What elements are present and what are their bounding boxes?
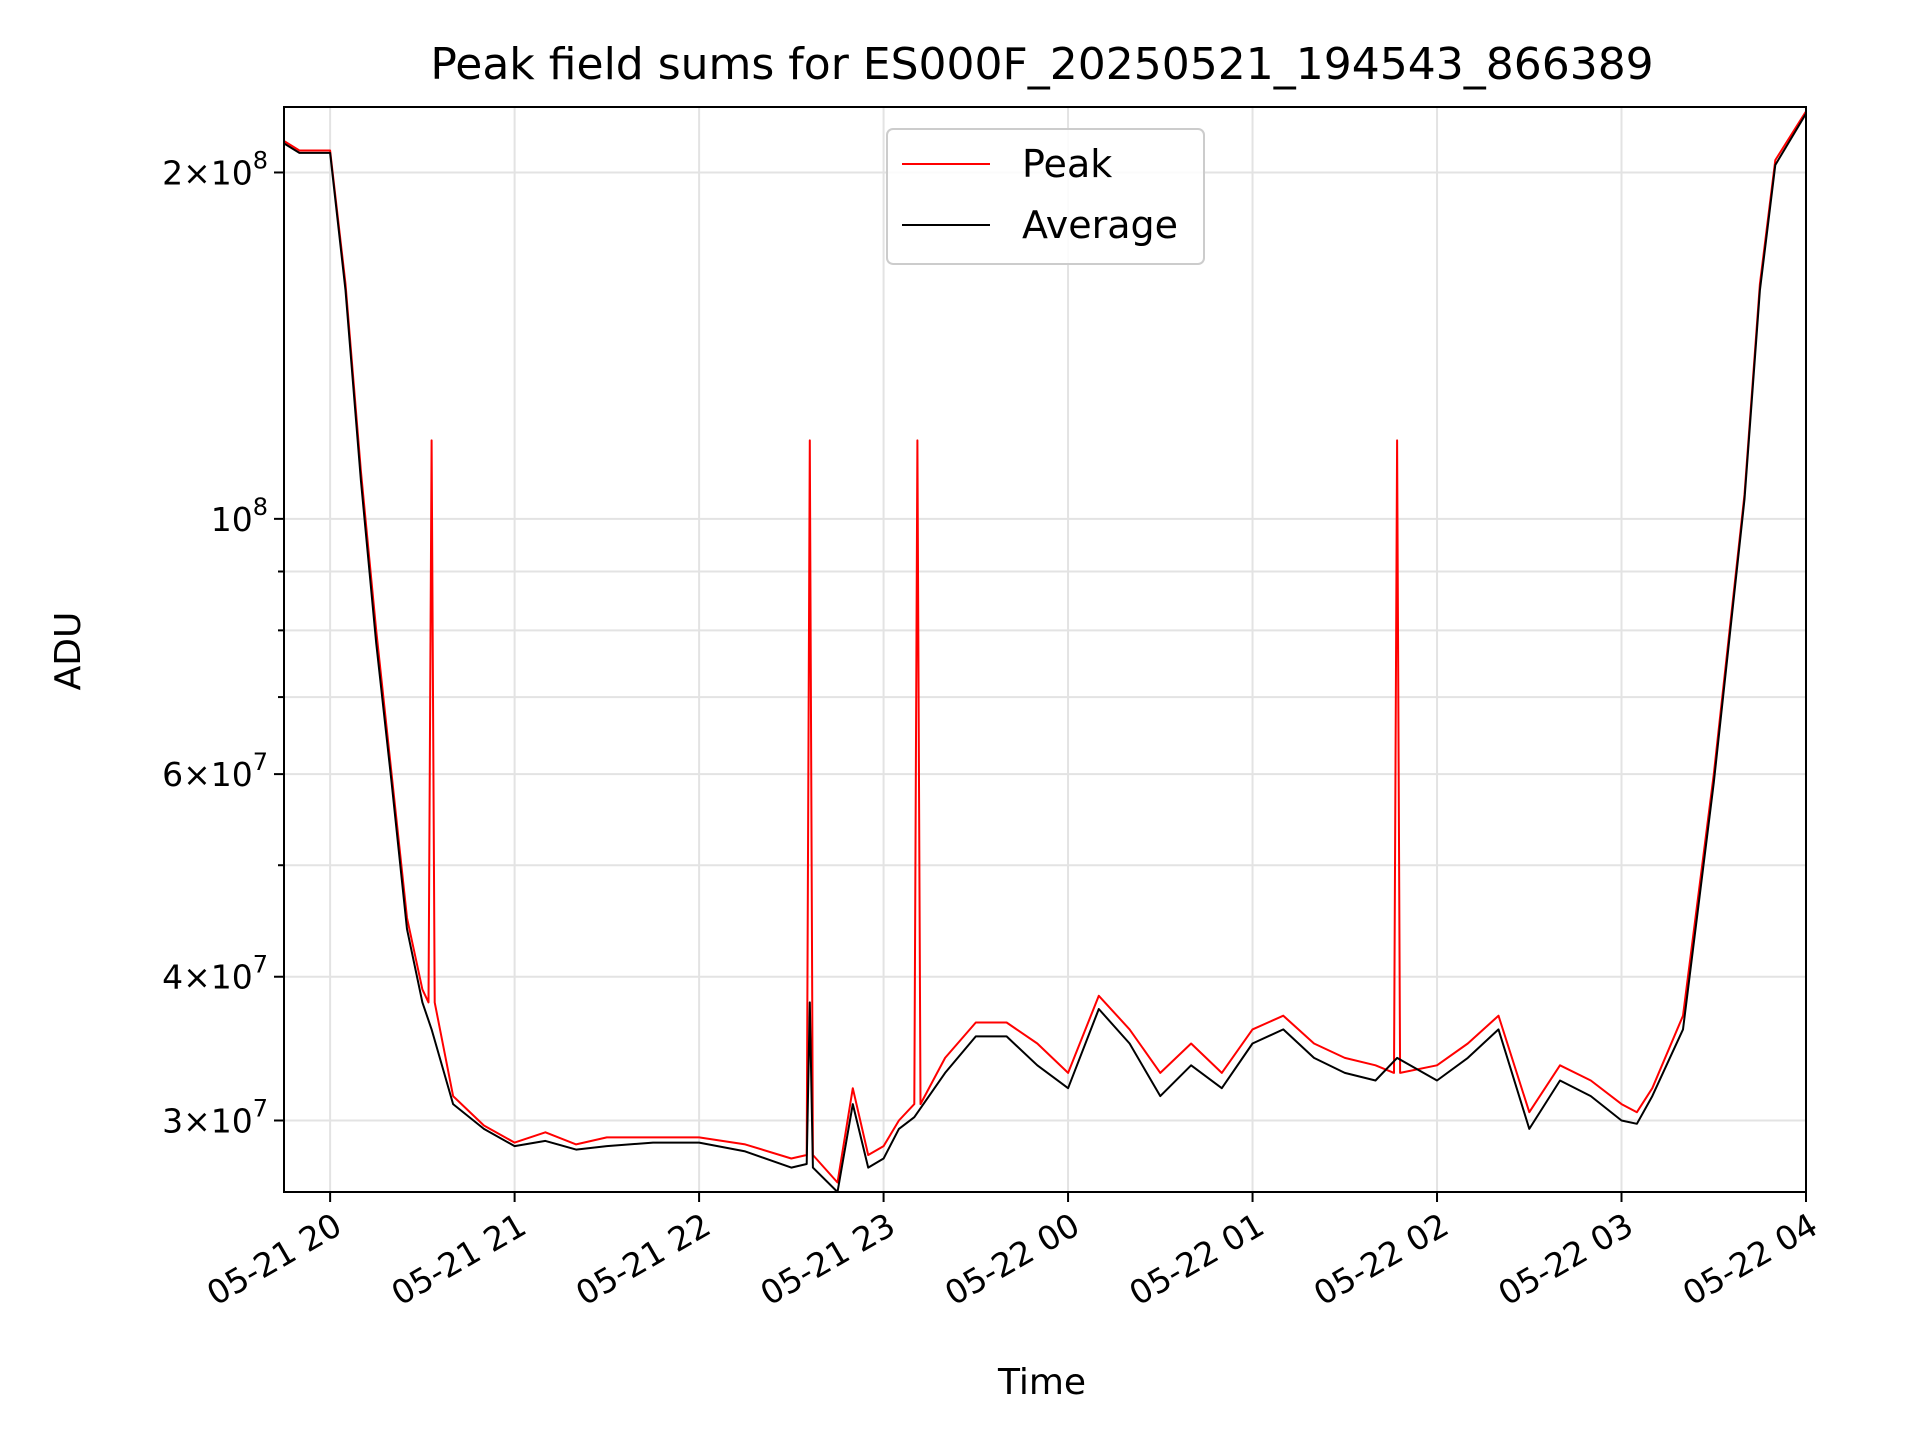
y-axis-label: ADU <box>48 612 89 691</box>
legend-label-peak: Peak <box>1022 142 1112 186</box>
plot-area <box>283 110 1807 1193</box>
y-tick-label: 2×108 <box>162 146 268 192</box>
y-tick-label: 4×107 <box>162 951 268 997</box>
legend-box <box>886 128 1205 265</box>
y-tick-label: 3×107 <box>162 1094 268 1140</box>
y-tick-label: 6×107 <box>162 748 268 794</box>
legend: Peak Average <box>886 128 1205 265</box>
series-line-peak <box>283 110 1807 1184</box>
x-axis-label: Time <box>997 1362 1086 1403</box>
legend-label-average: Average <box>1022 203 1178 247</box>
series-line-average <box>283 113 1807 1193</box>
plot-frame <box>283 106 1807 1193</box>
chart-title: Peak field sums for ES000F_20250521_1945… <box>430 39 1653 90</box>
